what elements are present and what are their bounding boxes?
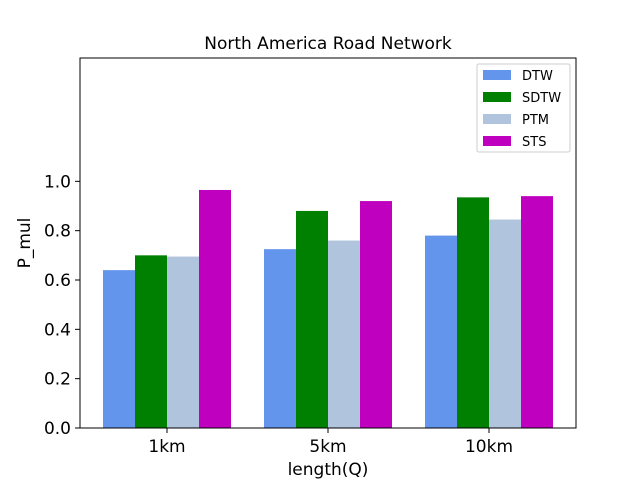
bars xyxy=(103,189,553,428)
legend-label-sts: STS xyxy=(522,135,546,150)
y-axis: 0.0 0.2 0.4 0.6 0.8 1.0 xyxy=(44,172,80,439)
bar-ptm-5km xyxy=(328,240,360,428)
legend-swatch-ptm xyxy=(483,114,511,124)
y-tick-label: 0.4 xyxy=(44,320,71,340)
legend-label-sdtw: SDTW xyxy=(522,91,561,106)
x-tick-label: 1km xyxy=(148,437,185,457)
bar-sts-5km xyxy=(360,201,392,428)
x-axis-label: length(Q) xyxy=(288,460,369,480)
legend: DTW SDTW PTM STS xyxy=(476,63,571,153)
y-tick-label: 1.0 xyxy=(44,172,71,192)
legend-label-ptm: PTM xyxy=(522,113,549,128)
y-tick-label: 0.0 xyxy=(44,419,71,439)
legend-swatch-dtw xyxy=(483,70,511,80)
x-axis: 1km 5km 10km xyxy=(148,428,513,457)
y-tick-label: 0.6 xyxy=(44,271,71,291)
y-tick-label: 0.2 xyxy=(44,370,71,390)
bar-sts-10km xyxy=(521,196,553,428)
legend-swatch-sdtw xyxy=(483,92,511,102)
y-tick-label: 0.8 xyxy=(44,222,71,242)
bar-dtw-10km xyxy=(425,235,457,428)
legend-frame xyxy=(476,63,571,153)
bar-sdtw-1km xyxy=(135,255,167,428)
bar-dtw-1km xyxy=(103,270,135,428)
bar-sdtw-10km xyxy=(457,197,489,428)
bar-ptm-1km xyxy=(167,256,199,428)
legend-label-dtw: DTW xyxy=(522,69,553,84)
bar-sts-1km xyxy=(199,189,231,428)
x-tick-label: 5km xyxy=(309,437,346,457)
x-tick-label: 10km xyxy=(465,437,513,457)
chart-title: North America Road Network xyxy=(204,34,452,54)
bar-sdtw-5km xyxy=(296,210,328,428)
legend-swatch-sts xyxy=(483,136,511,146)
bar-ptm-10km xyxy=(489,219,521,428)
bar-dtw-5km xyxy=(264,249,296,428)
y-axis-label: P_mul xyxy=(15,218,35,269)
